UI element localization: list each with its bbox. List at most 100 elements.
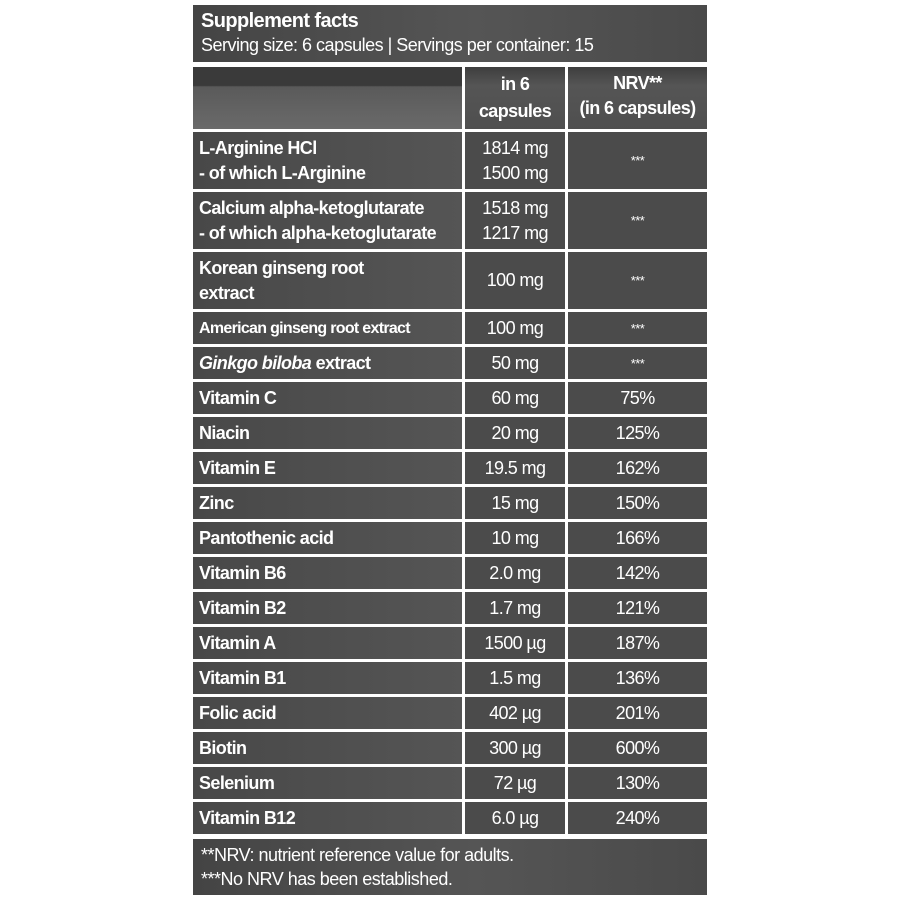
nrv-cell: 166% xyxy=(568,522,707,554)
nutrient-name-line: Korean ginseng root xyxy=(199,257,364,278)
table-header-row: in 6 capsules NRV** (in 6 capsules) xyxy=(193,67,707,129)
nutrient-name-cell: L-Arginine HCl - of which L-Arginine xyxy=(193,132,462,189)
nrv-cell: 150% xyxy=(568,487,707,519)
nrv-cell: 125% xyxy=(568,417,707,449)
table-row: Niacin 20 mg 125% xyxy=(193,417,707,449)
amount-line: 19.5 mg xyxy=(484,457,546,478)
nutrient-name-cell: Calcium alpha-ketoglutarate - of which al… xyxy=(193,192,462,249)
nutrient-name-line: Vitamin B12 xyxy=(199,807,296,828)
nutrient-name-line: extract xyxy=(199,282,254,303)
nutrient-name-cell: Zinc xyxy=(193,487,462,519)
nrv-cell: 75% xyxy=(568,382,707,414)
table-row: Pantothenic acid 10 mg 166% xyxy=(193,522,707,554)
nrv-cell: 162% xyxy=(568,452,707,484)
table-row: Korean ginseng root extract 100 mg *** xyxy=(193,252,707,309)
nutrient-name-italic: Ginkgo biloba xyxy=(199,352,312,373)
amount-line: 15 mg xyxy=(491,492,539,513)
amount-cell: 6.0 µg xyxy=(465,802,565,834)
amount-line: 60 mg xyxy=(491,387,539,408)
amount-line: 1814 mg xyxy=(482,137,548,158)
nutrient-name-line: - of which L-Arginine xyxy=(199,162,366,183)
nrv-cell: 600% xyxy=(568,732,707,764)
table-row: Vitamin B1 1.5 mg 136% xyxy=(193,662,707,694)
amount-cell: 10 mg xyxy=(465,522,565,554)
table-row: Vitamin C 60 mg 75% xyxy=(193,382,707,414)
nutrient-name-cell: Vitamin B2 xyxy=(193,592,462,624)
nutrient-name-line: extract xyxy=(311,352,371,373)
table-row: Vitamin B12 6.0 µg 240% xyxy=(193,802,707,834)
amount-cell: 15 mg xyxy=(465,487,565,519)
nutrient-name-cell: Vitamin B12 xyxy=(193,802,462,834)
table-row: Calcium alpha-ketoglutarate - of which al… xyxy=(193,192,707,249)
nutrient-name-cell: Korean ginseng root extract xyxy=(193,252,462,309)
nutrient-name-line: Folic acid xyxy=(199,702,277,723)
facts-table: in 6 capsules NRV** (in 6 capsules) L-Ar… xyxy=(190,64,710,837)
nutrient-name-cell: Niacin xyxy=(193,417,462,449)
nutrient-name-cell: Selenium xyxy=(193,767,462,799)
table-row: Vitamin A 1500 µg 187% xyxy=(193,627,707,659)
table-row: L-Arginine HCl - of which L-Arginine 1814 … xyxy=(193,132,707,189)
nutrient-name-cell: American ginseng root extract xyxy=(193,312,462,344)
nutrient-name-line: Vitamin B2 xyxy=(199,597,286,618)
nrv-cell: *** xyxy=(568,252,707,309)
amount-cell: 402 µg xyxy=(465,697,565,729)
amount-cell: 300 µg xyxy=(465,732,565,764)
nutrient-name-line: Niacin xyxy=(199,422,250,443)
amount-line: 6.0 µg xyxy=(491,807,539,828)
table-row: Vitamin B2 1.7 mg 121% xyxy=(193,592,707,624)
nutrient-name-cell: Biotin xyxy=(193,732,462,764)
nutrient-name-cell: Vitamin E xyxy=(193,452,462,484)
nutrient-name-line: Vitamin A xyxy=(199,632,276,653)
amount-line: 1217 mg xyxy=(482,222,548,243)
header-amount-line: in 6 xyxy=(500,74,530,94)
amount-line: 300 µg xyxy=(489,737,541,758)
nrv-cell: 240% xyxy=(568,802,707,834)
nrv-cell: *** xyxy=(568,312,707,344)
nutrient-name-line: Vitamin C xyxy=(199,387,277,408)
header-nrv-cell: NRV** (in 6 capsules) xyxy=(568,67,707,129)
facts-title: Supplement facts xyxy=(201,10,359,32)
amount-line: 402 µg xyxy=(489,702,541,723)
amount-line: 10 mg xyxy=(491,527,539,548)
nutrient-name-cell: Folic acid xyxy=(193,697,462,729)
amount-line: 2.0 mg xyxy=(489,562,541,583)
amount-line: 72 µg xyxy=(493,772,537,793)
amount-cell: 100 mg xyxy=(465,252,565,309)
amount-cell: 72 µg xyxy=(465,767,565,799)
nrv-cell: *** xyxy=(568,192,707,249)
table-row: Vitamin B6 2.0 mg 142% xyxy=(193,557,707,589)
amount-cell: 1.7 mg xyxy=(465,592,565,624)
nutrient-name-cell: Vitamin B6 xyxy=(193,557,462,589)
amount-cell: 1.5 mg xyxy=(465,662,565,694)
amount-line: 1.5 mg xyxy=(489,667,541,688)
nutrient-name-line: Zinc xyxy=(199,492,234,513)
nutrient-name-line: American ginseng root extract xyxy=(199,319,411,337)
table-row: Zinc 15 mg 150% xyxy=(193,487,707,519)
nutrient-name-line: Vitamin B1 xyxy=(199,667,286,688)
table-row: Vitamin E 19.5 mg 162% xyxy=(193,452,707,484)
nutrient-name-cell: Vitamin C xyxy=(193,382,462,414)
amount-cell: 19.5 mg xyxy=(465,452,565,484)
nutrient-name-line: - of which alpha-ketoglutarate xyxy=(199,222,437,243)
nrv-cell: 187% xyxy=(568,627,707,659)
header-amount-cell: in 6 capsules xyxy=(465,67,565,129)
amount-line: 100 mg xyxy=(486,270,544,290)
amount-cell: 2.0 mg xyxy=(465,557,565,589)
table-row: Biotin 300 µg 600% xyxy=(193,732,707,764)
facts-footer: **NRV: nutrient reference value for adul… xyxy=(193,839,707,895)
amount-line: 1500 mg xyxy=(482,162,548,183)
amount-line: 50 mg xyxy=(491,352,539,373)
nrv-cell: 136% xyxy=(568,662,707,694)
nutrient-name-line: Vitamin B6 xyxy=(199,562,286,583)
amount-line: 1.7 mg xyxy=(489,597,541,618)
amount-cell: 1500 µg xyxy=(465,627,565,659)
nutrient-name-cell: Ginkgo biloba extract xyxy=(193,347,462,379)
amount-cell: 100 mg xyxy=(465,312,565,344)
table-row: Selenium 72 µg 130% xyxy=(193,767,707,799)
header-amount-line: capsules xyxy=(478,101,552,121)
header-nrv-line: (in 6 capsules) xyxy=(579,98,696,118)
amount-line: 1518 mg xyxy=(482,197,548,218)
nrv-cell: 130% xyxy=(568,767,707,799)
amount-cell: 1814 mg 1500 mg xyxy=(465,132,565,189)
amount-cell: 1518 mg 1217 mg xyxy=(465,192,565,249)
